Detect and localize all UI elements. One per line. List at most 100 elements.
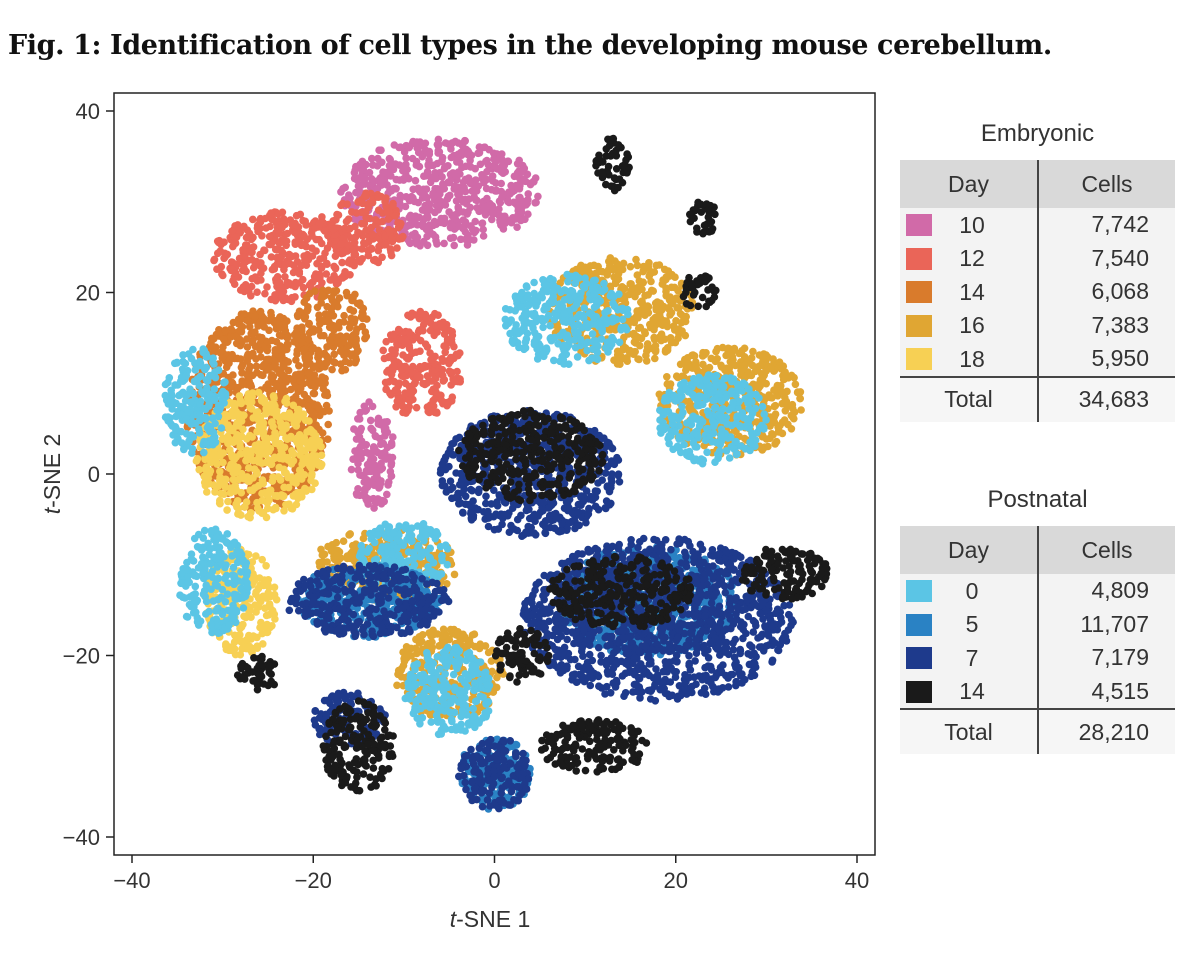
data-point bbox=[778, 388, 786, 396]
data-point bbox=[470, 630, 479, 638]
data-point bbox=[272, 245, 281, 254]
data-point bbox=[210, 396, 219, 405]
data-point bbox=[265, 496, 273, 504]
data-point bbox=[479, 225, 488, 234]
data-point bbox=[234, 463, 242, 472]
data-point bbox=[249, 243, 258, 251]
data-point bbox=[358, 219, 366, 228]
data-point bbox=[190, 571, 199, 580]
data-point bbox=[310, 362, 319, 371]
data-point bbox=[347, 549, 355, 558]
data-point bbox=[399, 372, 408, 381]
data-point bbox=[315, 404, 324, 413]
data-point bbox=[484, 648, 493, 657]
data-point bbox=[258, 629, 267, 638]
data-point bbox=[445, 635, 454, 644]
data-point bbox=[417, 310, 426, 318]
data-point bbox=[717, 363, 726, 371]
data-point bbox=[467, 222, 475, 230]
data-point bbox=[238, 266, 247, 275]
data-point bbox=[460, 137, 469, 146]
data-point bbox=[166, 398, 175, 407]
data-point bbox=[311, 287, 319, 296]
data-point bbox=[386, 155, 395, 164]
data-point bbox=[444, 399, 453, 408]
data-point bbox=[743, 371, 752, 380]
data-point bbox=[329, 358, 338, 366]
data-point bbox=[298, 338, 306, 347]
data-point bbox=[356, 160, 364, 169]
data-point bbox=[218, 585, 227, 594]
data-point bbox=[368, 154, 376, 163]
data-point bbox=[318, 551, 327, 559]
data-point bbox=[359, 166, 368, 174]
data-point bbox=[441, 201, 450, 209]
data-point bbox=[356, 449, 365, 457]
data-point bbox=[207, 527, 216, 535]
data-point bbox=[358, 322, 367, 331]
data-point bbox=[233, 431, 241, 439]
data-point bbox=[427, 632, 435, 640]
data-point bbox=[498, 193, 506, 202]
data-point bbox=[278, 208, 287, 217]
data-point bbox=[303, 235, 312, 243]
cluster-E12 bbox=[379, 307, 465, 417]
data-point bbox=[229, 371, 237, 379]
data-point bbox=[355, 415, 364, 423]
data-point bbox=[387, 172, 395, 180]
data-point bbox=[268, 418, 276, 426]
data-point bbox=[267, 239, 276, 248]
data-point bbox=[245, 323, 254, 331]
data-point bbox=[232, 453, 240, 461]
data-point bbox=[693, 365, 701, 374]
data-point bbox=[492, 186, 501, 195]
data-point bbox=[275, 463, 284, 472]
data-point bbox=[770, 386, 778, 395]
data-point bbox=[399, 661, 408, 670]
data-point bbox=[351, 166, 360, 175]
data-point bbox=[671, 273, 679, 282]
data-point bbox=[381, 454, 389, 463]
data-point bbox=[410, 216, 419, 225]
data-point bbox=[337, 188, 345, 196]
data-point bbox=[419, 222, 427, 231]
data-point bbox=[380, 241, 389, 249]
data-point bbox=[219, 335, 228, 344]
data-point bbox=[466, 156, 474, 165]
data-point bbox=[208, 358, 217, 366]
data-point bbox=[367, 245, 376, 253]
data-point bbox=[341, 357, 350, 366]
data-point bbox=[464, 208, 472, 216]
data-point bbox=[351, 222, 359, 231]
data-point bbox=[361, 239, 370, 248]
data-point bbox=[303, 454, 312, 463]
data-point bbox=[304, 402, 312, 411]
data-point bbox=[771, 440, 779, 448]
data-point bbox=[188, 449, 196, 457]
data-point bbox=[201, 481, 210, 490]
data-point bbox=[213, 534, 221, 542]
data-point bbox=[338, 366, 346, 375]
data-point bbox=[514, 204, 523, 212]
data-point bbox=[435, 148, 444, 156]
data-point bbox=[416, 362, 424, 371]
data-point bbox=[450, 182, 459, 190]
data-point bbox=[374, 193, 383, 201]
data-point bbox=[179, 390, 188, 398]
data-point bbox=[345, 191, 353, 199]
data-point bbox=[444, 192, 453, 201]
data-point bbox=[219, 271, 227, 280]
data-point bbox=[372, 257, 380, 265]
data-point bbox=[311, 459, 319, 468]
data-point bbox=[272, 431, 280, 440]
data-point bbox=[368, 230, 377, 239]
data-point bbox=[404, 406, 412, 415]
data-point bbox=[674, 304, 683, 312]
data-point bbox=[273, 273, 282, 281]
data-point bbox=[269, 473, 277, 482]
data-point bbox=[217, 390, 225, 399]
data-point bbox=[336, 347, 345, 356]
data-point bbox=[331, 252, 340, 260]
data-point bbox=[492, 179, 500, 187]
